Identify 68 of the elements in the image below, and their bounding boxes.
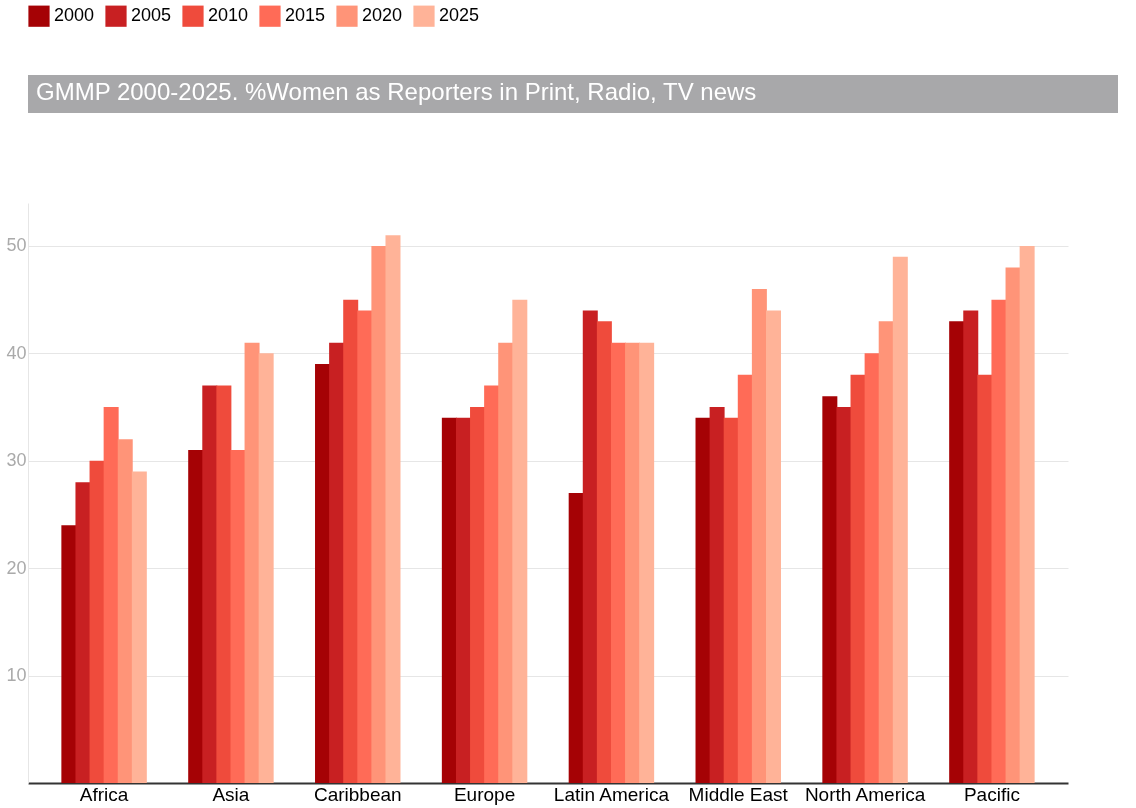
bar bbox=[131, 471, 147, 783]
bar bbox=[836, 407, 852, 783]
bar bbox=[765, 310, 781, 783]
bar bbox=[709, 407, 725, 783]
bar bbox=[878, 321, 894, 783]
bar bbox=[89, 460, 105, 783]
bar bbox=[610, 342, 626, 783]
bar bbox=[470, 407, 486, 783]
bar bbox=[455, 417, 471, 783]
bar bbox=[625, 342, 641, 783]
x-tick-label: Africa bbox=[79, 783, 129, 805]
bar bbox=[1005, 267, 1021, 783]
bar bbox=[695, 417, 711, 783]
bar bbox=[512, 299, 528, 783]
y-tick-label: 50 bbox=[6, 235, 27, 256]
bar bbox=[596, 321, 612, 783]
bar bbox=[892, 256, 908, 783]
bar bbox=[737, 374, 753, 783]
bar bbox=[822, 396, 838, 783]
bar bbox=[258, 353, 274, 783]
bar bbox=[498, 342, 514, 783]
legend-label: 2010 bbox=[208, 5, 249, 26]
bar bbox=[75, 482, 91, 783]
y-tick-label: 20 bbox=[6, 557, 27, 578]
bar bbox=[357, 310, 373, 783]
x-tick-label: Asia bbox=[212, 783, 250, 805]
y-tick-label: 30 bbox=[6, 450, 27, 471]
bar bbox=[103, 407, 119, 783]
bar bbox=[568, 493, 584, 783]
legend-label: 2000 bbox=[54, 5, 95, 26]
bar bbox=[315, 364, 331, 783]
bar bbox=[1019, 245, 1035, 783]
bar bbox=[963, 310, 979, 783]
bar bbox=[117, 439, 133, 783]
bar bbox=[441, 417, 457, 783]
bar bbox=[484, 385, 500, 783]
bar bbox=[751, 288, 767, 783]
bar bbox=[188, 450, 204, 783]
bar bbox=[723, 417, 739, 783]
bar bbox=[850, 374, 866, 783]
bar bbox=[977, 374, 993, 783]
y-tick-label: 10 bbox=[6, 665, 27, 686]
x-tick-label: Pacific bbox=[963, 783, 1020, 805]
bar bbox=[385, 235, 401, 783]
x-tick-label: Caribbean bbox=[313, 783, 402, 805]
bar bbox=[61, 525, 77, 783]
bar bbox=[991, 299, 1007, 783]
x-tick-label: Europe bbox=[453, 783, 516, 805]
bar bbox=[230, 450, 246, 783]
bar bbox=[343, 299, 359, 783]
bar bbox=[949, 321, 965, 783]
y-tick-label: 40 bbox=[6, 342, 27, 363]
legend-label: 2020 bbox=[362, 5, 403, 26]
x-tick-label: Middle East bbox=[688, 783, 789, 805]
bar bbox=[216, 385, 232, 783]
bar bbox=[371, 245, 387, 783]
x-tick-label: Latin America bbox=[553, 783, 670, 805]
legend-label: 2025 bbox=[439, 5, 480, 26]
bar bbox=[244, 342, 260, 783]
bar bbox=[864, 353, 880, 783]
bar bbox=[582, 310, 598, 783]
x-tick-label: North America bbox=[804, 783, 926, 805]
bar bbox=[202, 385, 218, 783]
bar bbox=[639, 342, 655, 783]
chart-title: GMMP 2000-2025. %Women as Reporters in Print, Radio, TV news bbox=[36, 78, 757, 105]
legend-label: 2015 bbox=[285, 5, 326, 26]
legend-label: 2005 bbox=[131, 5, 172, 26]
bar bbox=[329, 342, 345, 783]
